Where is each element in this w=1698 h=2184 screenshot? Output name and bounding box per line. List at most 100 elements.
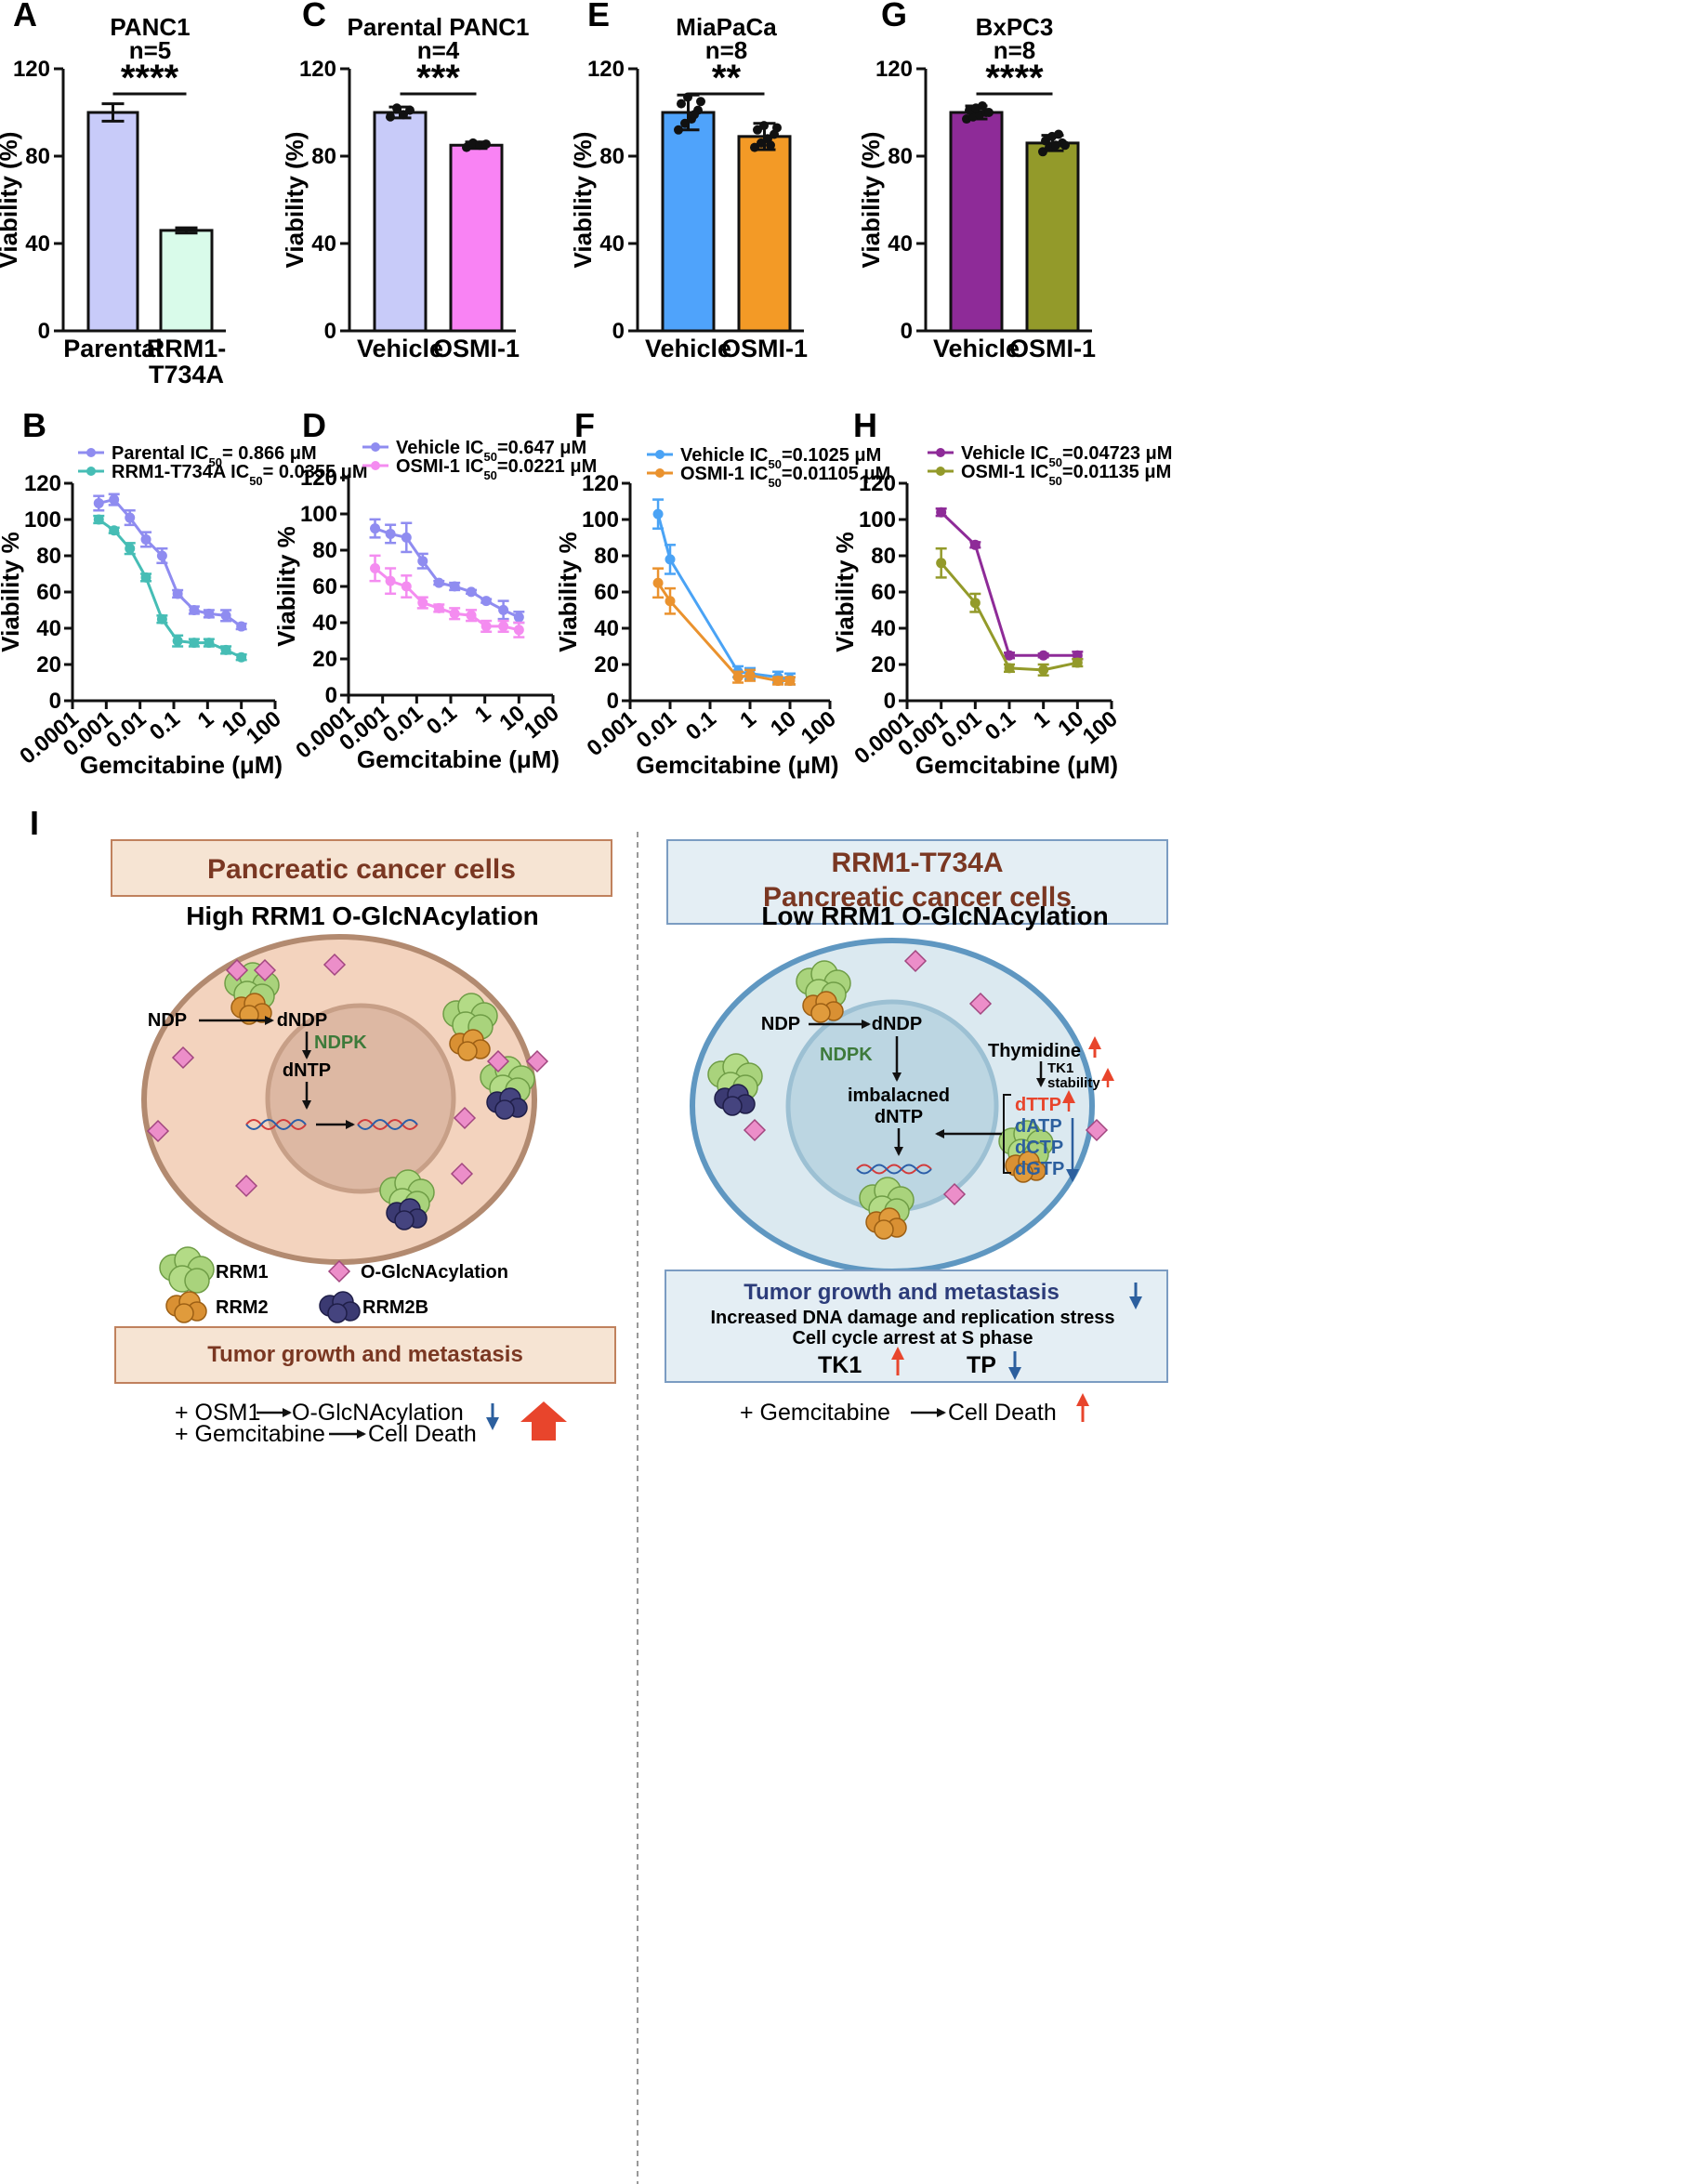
category-label: Vehicle [933,335,1020,362]
data-point [674,125,683,135]
y-tick-label: 120 [24,471,61,496]
data-point [984,108,994,117]
panel-letter-a: A [13,0,37,33]
right-ndp-label: NDP [761,1014,800,1034]
data-point [1041,136,1050,146]
x-axis-label: Gemcitabine (μM) [357,745,559,773]
bar-osmi-1 [449,143,504,333]
chart-title: MiaPaCa [676,13,777,41]
left-nucleus [265,1003,456,1194]
right-thymidine-label: Thymidine [988,1041,1081,1061]
data-point [1060,140,1070,151]
series-line [98,518,243,659]
right-datp-label: dATP [1015,1116,1062,1137]
data-point [220,644,231,655]
y-tick-label: 40 [871,616,896,641]
data-point [156,613,167,625]
data-point [449,581,460,592]
data-point [1004,650,1015,661]
right-stability-small: stability [1047,1075,1100,1091]
data-point [480,621,492,632]
series-line [656,513,791,681]
y-tick-label: 0 [324,319,336,344]
data-point [392,103,401,113]
bar-osmi-1 [1025,141,1080,333]
left-note-osm1: + OSM1 [175,1400,260,1426]
significance-stars: **** [121,58,179,99]
category-label: OSMI-1 [1009,335,1096,362]
legend-marker [936,448,945,457]
right-title-2: Pancreatic cancer cells [763,882,1072,913]
y-tick-label: 80 [594,544,619,569]
x-tick-label: 10 [766,706,801,742]
y-tick-label: 0 [884,689,896,714]
data-point [969,539,981,550]
bar-osmi-1 [737,135,792,333]
data-point [140,533,151,545]
category-label: RRM1- [147,335,227,362]
data-point [433,577,444,588]
y-tick-label: 120 [859,471,896,496]
x-tick-label: 100 [796,706,841,749]
y-tick-label: 0 [49,689,61,714]
legend-oglc-label: O-GlcNAcylation [361,1262,508,1283]
y-tick-label: 120 [13,57,50,82]
y-axis-label: Viability % [272,526,300,647]
left-note-oglc: O-GlcNAcylation [292,1400,464,1426]
data-point [513,612,524,623]
chart-title: BxPC3 [976,13,1054,41]
data-point [1038,650,1049,661]
x-tick-label: 0.1 [422,701,462,740]
legend-marker [936,467,945,476]
left-note-death: Cell Death [368,1421,477,1447]
chart-subtitle: n=5 [129,36,172,64]
y-tick-label: 60 [36,580,61,605]
data-point [652,508,664,520]
data-point [204,608,215,619]
y-tick-label: 80 [888,144,913,169]
category-label: OSMI-1 [721,335,808,362]
series-osmi-1 [369,554,525,638]
y-tick-label: 120 [587,57,625,82]
x-tick-label: 0.1 [681,706,721,745]
y-tick-label: 120 [300,466,337,491]
data-point [753,125,762,135]
x-tick-label: 0.01 [632,706,681,754]
data-point [969,598,981,609]
data-point [433,602,444,613]
y-tick-label: 120 [875,57,913,82]
right-dndp-label: dNDP [872,1014,922,1034]
y-tick-label: 0 [612,319,625,344]
y-tick-label: 100 [582,507,619,533]
data-point [1054,129,1063,139]
legend-marker [86,448,96,457]
data-point [399,110,408,120]
series-osmi-1 [652,567,796,687]
right-title-box [666,839,1168,925]
right-tk1-small: TK1 [1047,1060,1073,1076]
series-rrm1-t734a [93,514,247,663]
legend-rrm2b-icon [319,1291,361,1323]
right-dttp-label: dTTP [1015,1095,1061,1115]
right-imb-2: dNTP [875,1107,923,1127]
y-tick-label: 100 [300,502,337,527]
data-point [936,507,947,518]
chart-subtitle: n=4 [417,36,460,64]
x-axis-label: Gemcitabine (μM) [915,751,1118,779]
x-tick-label: 0.1 [145,706,185,745]
dna-icon [856,1164,932,1175]
left-heading: High RRM1 O-GlcNAcylation [186,901,539,930]
y-tick-label: 60 [312,574,337,599]
series-osmi-1 [935,546,1084,677]
bar-parental [86,111,139,333]
right-outcome-line2: Cell cycle arrest at S phase [792,1328,1033,1349]
data-point [125,543,136,554]
legend-marker [86,467,96,476]
right-dgtp-label: dGTP [1015,1159,1064,1179]
x-tick-label: 100 [1078,706,1123,749]
